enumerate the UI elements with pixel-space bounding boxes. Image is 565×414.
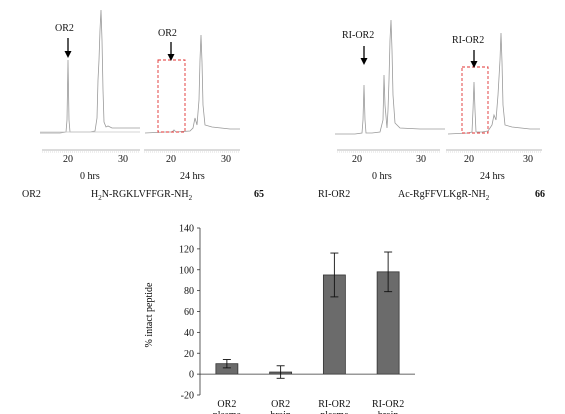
x-tick-label: OR2 [271,399,290,410]
left-axes [42,149,240,153]
x-tick-label: plasma [320,410,349,414]
peptide-sequence: H2N-RGKLVFFGR-NH2 [91,189,193,202]
peptide-name: RI-OR2 [318,189,351,200]
y-tick-label: 20 [184,349,194,360]
tick-label: 20 [464,154,474,165]
arrow-icon [167,42,175,61]
tick-label: 20 [166,154,176,165]
arrow-icon [470,50,478,68]
time-label: 24 hrs [180,171,205,182]
chromatogram-panels [40,9,542,153]
peak-label: RI-OR2 [342,30,375,41]
missing-peak-box [157,59,186,133]
x-tick-label: OR2 [217,399,236,410]
x-tick-label: brain [378,410,399,414]
y-tick-label: 140 [179,224,194,235]
trace-or2-24hrs [144,34,240,134]
tick-label: 30 [416,154,426,165]
compound-number: 65 [254,189,264,200]
peak-label: RI-OR2 [452,35,485,46]
y-tick-label: 0 [189,370,194,381]
trace-ri-or2-0hrs [335,19,445,135]
ri-peak-box [461,66,489,134]
x-tick-label: brain [270,410,291,414]
arrow-icon [64,38,72,58]
y-tick-label: 60 [184,307,194,318]
y-tick-label: 120 [179,244,194,255]
y-tick-label: 100 [179,265,194,276]
tick-label: 20 [352,154,362,165]
trace-or2-0hrs [40,9,140,134]
tick-label: 30 [221,154,231,165]
y-tick-label: 80 [184,286,194,297]
x-tick-label: RI-OR2 [318,399,350,410]
right-axes [337,149,542,153]
time-label: 0 hrs [372,171,392,182]
y-tick-label: 40 [184,328,194,339]
arrow-icon [360,46,368,65]
bar-chart: -20020406080100120140OR2plasmaOR2brainRI… [144,224,415,414]
x-tick-label: RI-OR2 [372,399,404,410]
time-label: 24 hrs [480,171,505,182]
tick-label: 20 [63,154,73,165]
compound-number: 66 [535,189,545,200]
time-label: 0 hrs [80,171,100,182]
tick-label: 30 [523,154,533,165]
peak-label: OR2 [158,28,177,39]
peptide-name: OR2 [22,189,41,200]
peak-label: OR2 [55,23,74,34]
trace-ri-or2-24hrs [447,32,540,135]
peptide-sequence: Ac-RgFFVLKgR-NH2 [398,189,490,202]
y-axis-label: % intact peptide [144,282,155,348]
x-tick-label: plasma [213,410,242,414]
y-tick-label: -20 [181,391,194,402]
tick-label: 30 [118,154,128,165]
